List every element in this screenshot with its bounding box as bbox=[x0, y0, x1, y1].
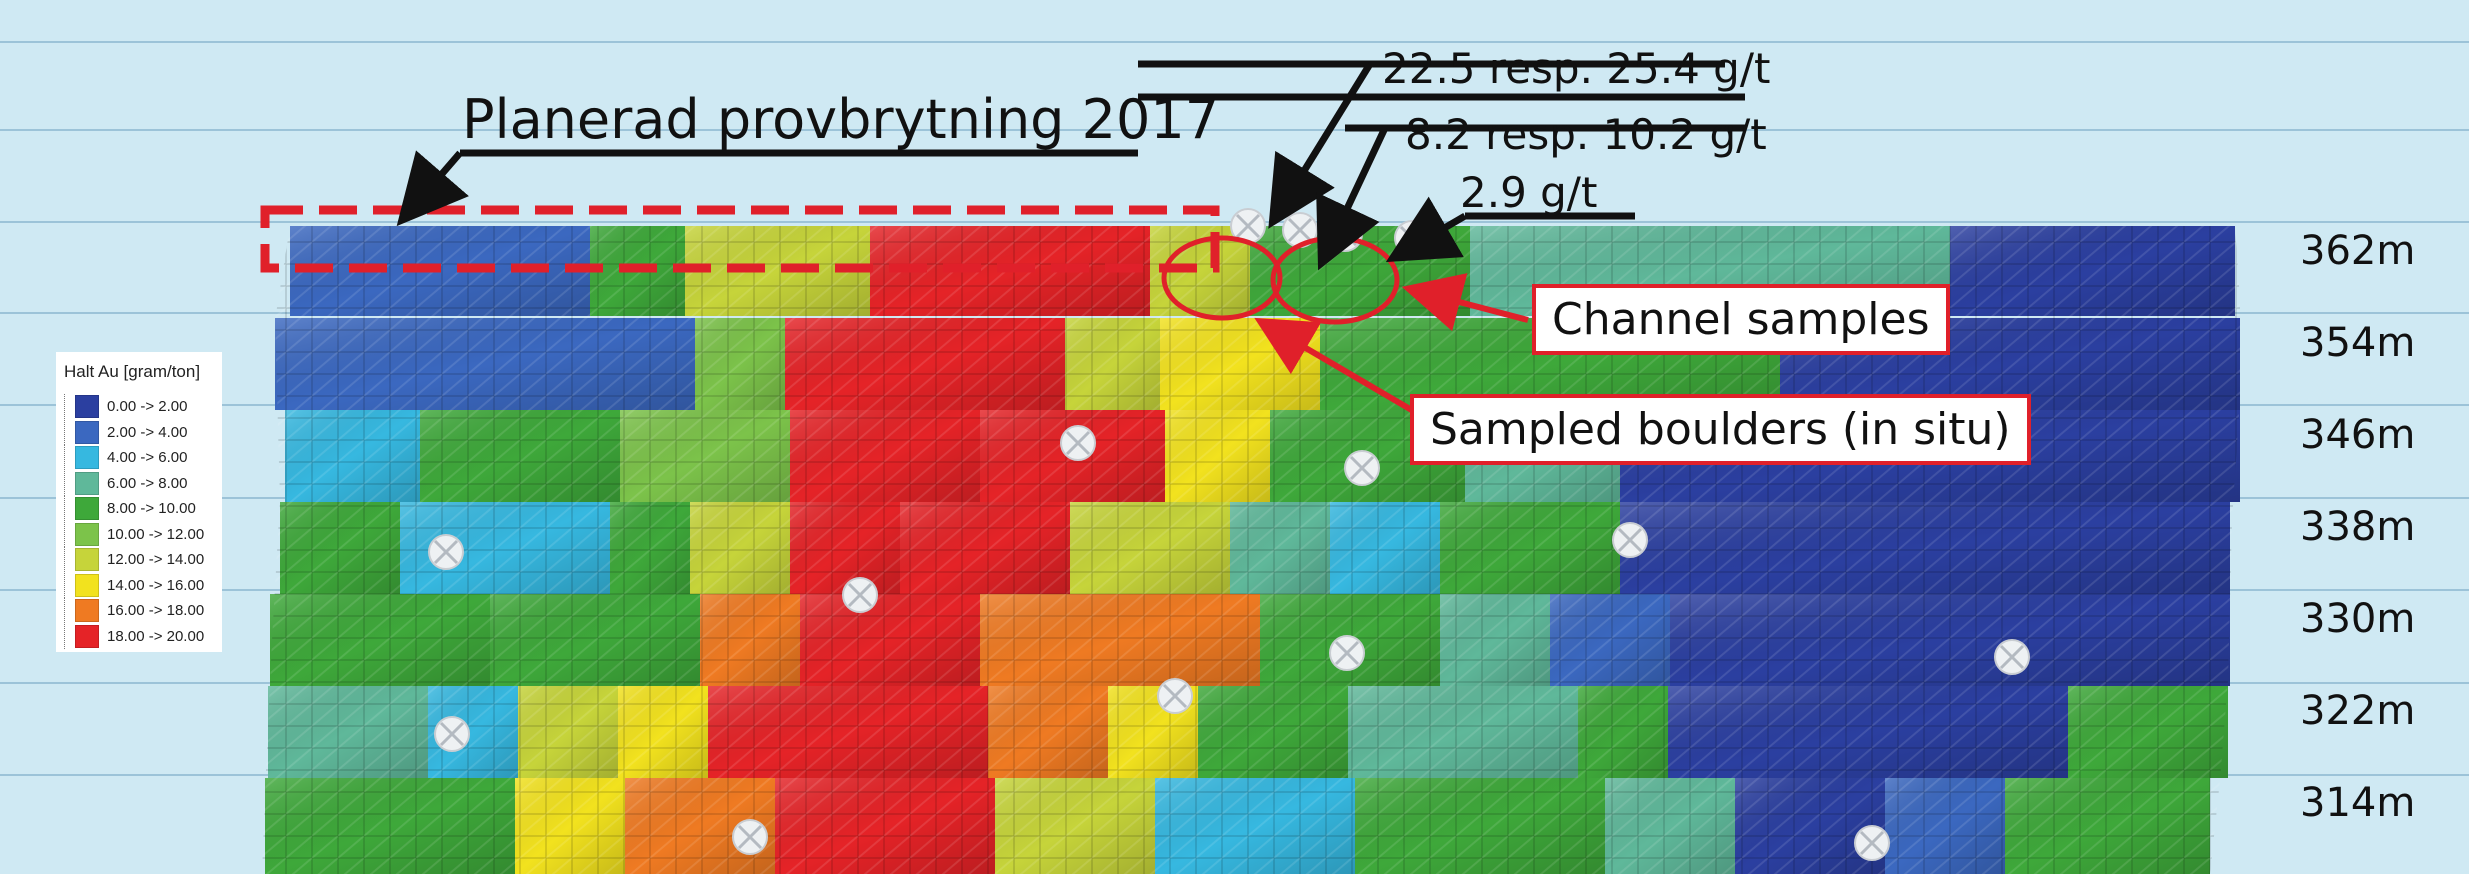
boulder-sample-marker bbox=[1157, 678, 1193, 714]
block-grid-overlay bbox=[262, 226, 2240, 874]
legend-label: 18.00 -> 20.00 bbox=[107, 627, 205, 645]
legend-label: 0.00 -> 2.00 bbox=[107, 398, 188, 416]
grade-label-3: 2.9 g/t bbox=[1460, 168, 1598, 217]
legend-connector bbox=[64, 394, 73, 420]
legend-label: 4.00 -> 6.00 bbox=[107, 449, 188, 467]
legend-swatch bbox=[75, 522, 99, 546]
legend-swatch bbox=[75, 573, 99, 597]
depth-label-346: 346m bbox=[2300, 412, 2416, 458]
boulder-sample-marker bbox=[842, 577, 878, 613]
grade-legend: Halt Au [gram/ton] 0.00 -> 2.00 2.00 -> 4… bbox=[56, 352, 222, 652]
legend-swatch bbox=[75, 446, 99, 470]
planned-trial-label: Planerad provbrytning 2017 bbox=[462, 88, 1220, 151]
channel-samples-label: Channel samples bbox=[1532, 284, 1950, 355]
legend-label: 12.00 -> 14.00 bbox=[107, 551, 205, 569]
boulder-sample-marker bbox=[1994, 639, 2030, 675]
legend-item: 10.00 -> 12.00 bbox=[62, 521, 216, 548]
legend-swatch bbox=[75, 395, 99, 419]
depth-label-330: 330m bbox=[2300, 596, 2416, 642]
depth-label-354: 354m bbox=[2300, 320, 2416, 366]
legend-item: 12.00 -> 14.00 bbox=[62, 547, 216, 573]
boulder-sample-marker bbox=[1344, 450, 1380, 486]
legend-item: 6.00 -> 8.00 bbox=[62, 470, 216, 497]
depth-label-338: 338m bbox=[2300, 504, 2416, 550]
depth-label-322: 322m bbox=[2300, 688, 2416, 734]
legend-swatch bbox=[75, 624, 99, 648]
legend-connector bbox=[64, 496, 73, 522]
legend-connector bbox=[64, 419, 73, 445]
legend-swatch bbox=[75, 548, 99, 572]
legend-label: 14.00 -> 16.00 bbox=[107, 576, 205, 594]
legend-swatch bbox=[75, 420, 99, 444]
legend-item: 2.00 -> 4.00 bbox=[62, 419, 216, 446]
legend-label: 8.00 -> 10.00 bbox=[107, 500, 196, 518]
red-arrows bbox=[1254, 273, 1529, 415]
grade-label-2: 8.2 resp. 10.2 g/t bbox=[1405, 110, 1767, 159]
legend-connector bbox=[64, 598, 73, 624]
legend-swatch bbox=[75, 497, 99, 521]
boulder-sample-marker bbox=[1854, 825, 1890, 861]
boulder-sample-marker bbox=[1060, 425, 1096, 461]
legend-connector bbox=[64, 521, 73, 547]
depth-label-314: 314m bbox=[2300, 780, 2416, 826]
channel-sample-ellipse-1 bbox=[1161, 235, 1283, 321]
legend-label: 6.00 -> 8.00 bbox=[107, 474, 188, 492]
legend-label: 2.00 -> 4.00 bbox=[107, 423, 188, 441]
legend-connector bbox=[64, 547, 73, 573]
legend-swatch bbox=[75, 471, 99, 495]
legend-label: 10.00 -> 12.00 bbox=[107, 525, 205, 543]
legend-item: 14.00 -> 16.00 bbox=[62, 572, 216, 599]
legend-label: 16.00 -> 18.00 bbox=[107, 602, 205, 620]
boulder-sample-marker bbox=[1612, 522, 1648, 558]
boulder-sample-marker bbox=[1329, 635, 1365, 671]
legend-connector bbox=[64, 445, 73, 471]
sampled-boulders-label: Sampled boulders (in situ) bbox=[1410, 394, 2031, 465]
legend-item: 16.00 -> 18.00 bbox=[62, 598, 216, 624]
depth-label-362: 362m bbox=[2300, 228, 2416, 274]
legend-connector bbox=[64, 623, 73, 649]
legend-items: 0.00 -> 2.00 2.00 -> 4.00 4.00 -> 6.00 6.00… bbox=[62, 394, 216, 649]
legend-item: 4.00 -> 6.00 bbox=[62, 445, 216, 471]
legend-connector bbox=[64, 470, 73, 496]
grade-label-leaders bbox=[396, 60, 1745, 271]
legend-item: 8.00 -> 10.00 bbox=[62, 496, 216, 522]
legend-title: Halt Au [gram/ton] bbox=[64, 362, 201, 381]
legend-item: 0.00 -> 2.00 bbox=[62, 394, 216, 420]
legend-swatch bbox=[75, 599, 99, 623]
legend-item: 18.00 -> 20.00 bbox=[62, 623, 216, 650]
boulder-sample-marker bbox=[732, 819, 768, 855]
legend-connector bbox=[64, 572, 73, 598]
boulder-sample-marker bbox=[428, 534, 464, 570]
grade-label-1: 22.5 resp. 25.4 g/t bbox=[1382, 44, 1771, 93]
boulder-sample-marker bbox=[434, 716, 470, 752]
